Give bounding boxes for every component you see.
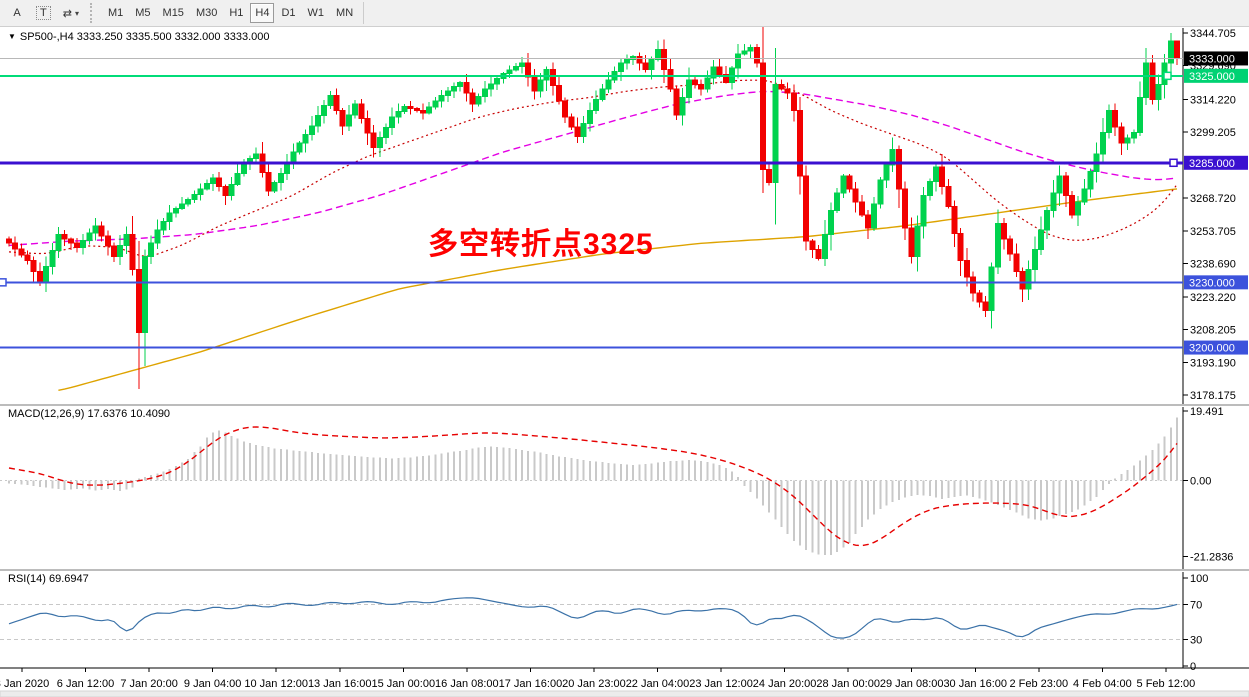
hline-3325-handle[interactable]: [1163, 71, 1172, 81]
svg-text:30 Jan 16:00: 30 Jan 16:00: [943, 678, 1007, 690]
svg-text:70: 70: [1190, 599, 1202, 611]
timeframe-button-m1[interactable]: M1: [107, 7, 124, 19]
svg-text:30: 30: [1190, 635, 1202, 647]
arrows-icon: ⇄: [62, 7, 72, 20]
hline-3230-price-badge: 3230.000: [1184, 275, 1248, 290]
panel-frames: [0, 28, 1249, 697]
macd-indicator-label: MACD(12,26,9) 17.6376 10.4090: [8, 408, 171, 420]
svg-text:2 Feb 23:00: 2 Feb 23:00: [1009, 678, 1068, 690]
svg-text:15 Jan 00:00: 15 Jan 00:00: [371, 678, 435, 690]
dropdown-caret-icon: ▾: [74, 8, 79, 18]
timeframe-button-mn[interactable]: MN: [336, 7, 354, 19]
svg-text:24 Jan 20:00: 24 Jan 20:00: [753, 678, 817, 690]
svg-text:3329.690: 3329.690: [1190, 61, 1236, 73]
chart-annotation-text[interactable]: 多空转折点3325: [428, 228, 654, 261]
chart-title: ▼ SP500-,H4 3333.250 3335.500 3332.000 33…: [8, 31, 269, 43]
ma-fast-line: [8, 79, 1178, 257]
svg-text:0.00: 0.00: [1190, 476, 1211, 488]
hline-3325-price-badge: 3325.000: [1184, 68, 1248, 83]
macd-histogram: [8, 417, 1179, 556]
svg-text:0: 0: [1190, 661, 1196, 673]
candles: [6, 27, 1181, 389]
tool-arrows-button[interactable]: ⇄ ▾: [58, 3, 84, 23]
timeframe-button-h1[interactable]: H1: [229, 7, 244, 19]
svg-text:13 Jan 16:00: 13 Jan 16:00: [308, 678, 372, 690]
toolbar-grip: [89, 3, 97, 23]
svg-text:9 Jan 04:00: 9 Jan 04:00: [184, 678, 242, 690]
svg-text:-21.2836: -21.2836: [1190, 551, 1233, 563]
timeframe-button-h4[interactable]: H4: [250, 3, 275, 23]
chart-title-text: SP500-,H4 3333.250 3335.500 3332.000 333…: [19, 31, 270, 43]
price-axis[interactable]: 3344.705 3329.690 3314.220 3299.205 3268.720…: [1183, 28, 1236, 402]
hline-3200-price-badge: 3200.000: [1184, 340, 1248, 355]
macd-signal-line: [8, 426, 1178, 547]
svg-text:3208.205: 3208.205: [1190, 325, 1236, 337]
svg-text:23 Jan 12:00: 23 Jan 12:00: [689, 678, 753, 690]
tool-text-label-button[interactable]: A: [5, 3, 29, 23]
svg-text:7 Jan 20:00: 7 Jan 20:00: [120, 678, 178, 690]
svg-text:3223.220: 3223.220: [1190, 292, 1236, 304]
svg-text:3285.000: 3285.000: [1189, 158, 1235, 170]
svg-text:3314.220: 3314.220: [1190, 94, 1236, 106]
svg-text:3325.000: 3325.000: [1189, 71, 1235, 83]
svg-text:16 Jan 08:00: 16 Jan 08:00: [435, 678, 499, 690]
ma-slow-line: [58, 188, 1178, 391]
time-axis[interactable]: 3 Jan 2020 6 Jan 12:00 7 Jan 20:00 9 Jan 04…: [0, 668, 1195, 690]
svg-text:3200.000: 3200.000: [1189, 343, 1235, 355]
toolbar: A T ⇄ ▾ M1 M5 M15 M30 H1 H4 D1 W1 MN: [0, 0, 1249, 27]
svg-text:3178.175: 3178.175: [1190, 390, 1236, 402]
timeframe-button-w1[interactable]: W1: [307, 7, 325, 19]
svg-text:29 Jan 08:00: 29 Jan 08:00: [880, 678, 944, 690]
hline-3325-line[interactable]: [0, 71, 1183, 81]
tool-text-box-button[interactable]: T: [31, 3, 56, 23]
macd-axis[interactable]: 19.491 0.00 -21.2836: [1183, 406, 1233, 563]
hline-3230-line[interactable]: [0, 278, 1183, 287]
hline-3285-line[interactable]: [0, 158, 1183, 168]
svg-text:5 Feb 12:00: 5 Feb 12:00: [1137, 678, 1196, 690]
timeframe-button-m15[interactable]: M15: [162, 7, 184, 19]
rsi-line: [8, 597, 1178, 639]
rsi-indicator-label: RSI(14) 69.6947: [8, 573, 89, 585]
hline-3230-handle[interactable]: [0, 278, 7, 287]
svg-text:100: 100: [1190, 573, 1208, 585]
svg-text:6 Jan 12:00: 6 Jan 12:00: [57, 678, 115, 690]
ma-mid-line: [8, 90, 1178, 247]
svg-text:3299.205: 3299.205: [1190, 127, 1236, 139]
text-label-icon: A: [13, 7, 21, 19]
symbol-dropdown-icon[interactable]: ▼: [8, 32, 16, 41]
svg-text:3238.690: 3238.690: [1190, 258, 1236, 270]
timeframe-button-d1[interactable]: D1: [281, 7, 296, 19]
current-price-price-badge: 3333.000: [1184, 51, 1248, 66]
svg-text:20 Jan 23:00: 20 Jan 23:00: [562, 678, 626, 690]
svg-text:22 Jan 04:00: 22 Jan 04:00: [626, 678, 690, 690]
hline-3285-price-badge: 3285.000: [1184, 155, 1248, 170]
rsi-axis[interactable]: 100 70 30 0: [1183, 573, 1208, 673]
svg-text:3268.720: 3268.720: [1190, 193, 1236, 205]
svg-text:3344.705: 3344.705: [1190, 28, 1236, 40]
svg-text:17 Jan 16:00: 17 Jan 16:00: [499, 678, 563, 690]
svg-text:10 Jan 12:00: 10 Jan 12:00: [244, 678, 308, 690]
svg-text:3230.000: 3230.000: [1189, 277, 1235, 289]
svg-text:28 Jan 00:00: 28 Jan 00:00: [816, 678, 880, 690]
hline-3285-handle[interactable]: [1169, 158, 1178, 168]
svg-text:3193.190: 3193.190: [1190, 357, 1236, 369]
chart-window: 3344.705 3329.690 3314.220 3299.205 3268.720…: [0, 27, 1249, 697]
timeframe-button-m5[interactable]: M5: [135, 7, 151, 19]
text-box-icon: T: [36, 6, 51, 20]
svg-text:3253.705: 3253.705: [1190, 226, 1236, 238]
chart-canvas[interactable]: 3344.705 3329.690 3314.220 3299.205 3268.720…: [0, 27, 1249, 697]
svg-text:4 Feb 04:00: 4 Feb 04:00: [1073, 678, 1132, 690]
svg-text:3333.000: 3333.000: [1189, 53, 1235, 65]
svg-text:19.491: 19.491: [1190, 406, 1224, 418]
toolbar-separator: [363, 2, 365, 24]
timeframe-button-m30[interactable]: M30: [195, 7, 218, 19]
svg-text:3 Jan 2020: 3 Jan 2020: [0, 678, 49, 690]
